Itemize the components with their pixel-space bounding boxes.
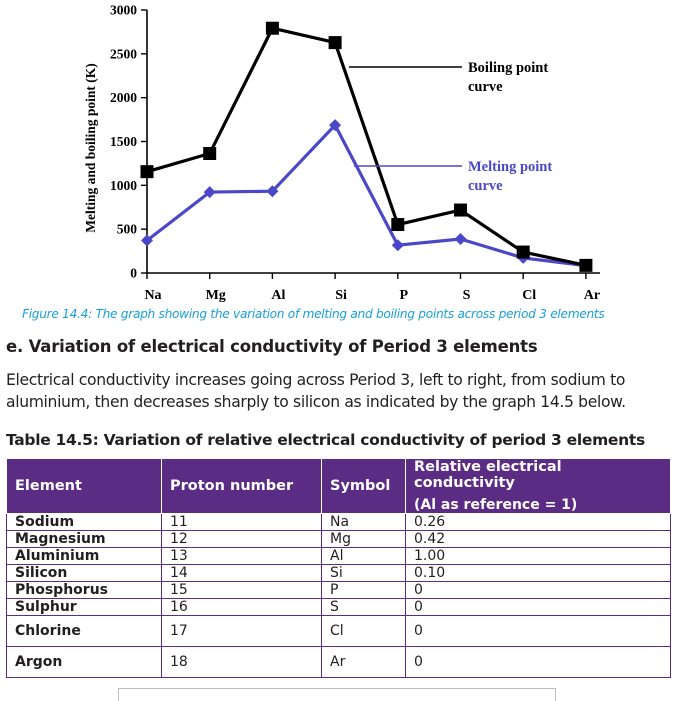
cell-element: Silicon <box>6 564 162 582</box>
melting-boiling-chart: 0 500 1000 1500 2000 2500 3000 Melting and boil… <box>83 3 600 304</box>
table-row: Sulphur 16 S 0 <box>6 598 671 616</box>
cell-proton: 12 <box>161 530 322 548</box>
boiling-point-marker <box>391 218 405 232</box>
header-conductivity-sub: (Al as reference = 1) <box>414 497 578 513</box>
melting-point-marker <box>203 186 216 199</box>
cell-element: Magnesium <box>6 530 162 548</box>
cell-symbol: Mg <box>321 530 406 548</box>
y-axis-title: Melting and boiling point (K) <box>83 63 98 233</box>
table-row: Sodium 11 Na 0.26 <box>6 513 671 531</box>
cell-element: Sulphur <box>6 598 162 616</box>
cell-conductivity: 1.00 <box>405 547 671 565</box>
melting-point-marker <box>141 234 153 247</box>
cell-symbol: Na <box>321 513 406 531</box>
header-conductivity-label: Relative electrical conductivity <box>414 459 562 491</box>
melting-point-marker <box>329 119 342 132</box>
table-row: Aluminium 13 Al 1.00 <box>6 547 671 565</box>
boiling-annotation-line1: Boiling point <box>468 60 548 76</box>
table-row: Argon 18 Ar 0 <box>6 646 671 678</box>
cell-proton: 13 <box>161 547 322 565</box>
y-tick-label: 1000 <box>110 178 137 193</box>
y-tick-label: 3000 <box>110 3 137 18</box>
x-tick-label: Ar <box>584 288 600 303</box>
melting-annotation-line1: Melting point <box>468 159 552 175</box>
section-heading: e. Variation of electrical conductivity … <box>6 337 538 356</box>
cell-element: Aluminium <box>6 547 162 565</box>
x-tick-label: Cl <box>522 288 536 303</box>
header-symbol: Symbol <box>321 458 406 514</box>
cell-proton: 17 <box>161 615 322 647</box>
x-tick-label: Al <box>271 288 285 303</box>
cell-conductivity: 0 <box>405 581 671 599</box>
y-tick-label: 0 <box>130 266 137 281</box>
y-tick-label: 2500 <box>110 46 137 61</box>
cell-element: Sodium <box>6 513 162 531</box>
next-figure-frame <box>118 688 556 701</box>
x-tick-label: S <box>463 288 471 303</box>
boiling-point-marker <box>140 165 154 179</box>
cell-element: Phosphorus <box>6 581 162 599</box>
table-row: Silicon 14 Si 0.10 <box>6 564 671 582</box>
cell-symbol: Ar <box>321 646 406 678</box>
boiling-point-marker <box>579 258 593 272</box>
x-tick-label: Na <box>144 288 161 303</box>
melting-annotation-line2: curve <box>468 178 503 194</box>
x-tick-label: Si <box>335 288 347 303</box>
header-conductivity: Relative electrical conductivity (Al as … <box>405 458 671 514</box>
boiling-point-marker <box>516 245 530 259</box>
cell-symbol: P <box>321 581 406 599</box>
cell-element: Chlorine <box>6 615 162 647</box>
x-tick-label: P <box>400 288 409 303</box>
boiling-annotation-line2: curve <box>468 79 503 95</box>
cell-symbol: Al <box>321 547 406 565</box>
cell-conductivity: 0 <box>405 646 671 678</box>
table-title: Table 14.5: Variation of relative electr… <box>6 431 645 449</box>
cell-conductivity: 0.10 <box>405 564 671 582</box>
table-row: Magnesium 12 Mg 0.42 <box>6 530 671 548</box>
table-header-row: Element Proton number Symbol Relative el… <box>6 458 671 514</box>
cell-conductivity: 0 <box>405 598 671 616</box>
cell-proton: 14 <box>161 564 322 582</box>
table-row: Chlorine 17 Cl 0 <box>6 615 671 647</box>
cell-conductivity: 0 <box>405 615 671 647</box>
figure-caption: Figure 14.4: The graph showing the varia… <box>22 307 605 321</box>
cell-proton: 18 <box>161 646 322 678</box>
cell-proton: 11 <box>161 513 322 531</box>
cell-conductivity: 0.42 <box>405 530 671 548</box>
boiling-point-marker <box>328 36 342 50</box>
body-paragraph: Electrical conductivity increases going … <box>6 371 626 411</box>
cell-symbol: Si <box>321 564 406 582</box>
cell-symbol: Cl <box>321 615 406 647</box>
melting-point-marker <box>266 185 279 198</box>
cell-symbol: S <box>321 598 406 616</box>
boiling-point-marker <box>203 147 217 161</box>
melting-point-line <box>146 123 587 268</box>
cell-conductivity: 0.26 <box>405 513 671 531</box>
cell-element: Argon <box>6 646 162 678</box>
boiling-point-marker <box>454 203 467 217</box>
y-tick-label: 1500 <box>110 134 137 149</box>
y-tick-label: 500 <box>117 222 138 237</box>
boiling-point-marker <box>265 21 279 35</box>
boiling-point-line <box>146 26 587 267</box>
y-tick-label: 2000 <box>110 90 137 105</box>
header-element: Element <box>6 458 162 514</box>
melting-point-marker <box>454 232 467 245</box>
cell-proton: 15 <box>161 581 322 599</box>
table-row: Phosphorus 15 P 0 <box>6 581 671 599</box>
cell-proton: 16 <box>161 598 322 616</box>
conductivity-table: Element Proton number Symbol Relative el… <box>6 458 671 678</box>
header-proton-number: Proton number <box>161 458 322 514</box>
x-tick-label: Mg <box>206 288 226 303</box>
melting-point-marker <box>391 239 404 252</box>
